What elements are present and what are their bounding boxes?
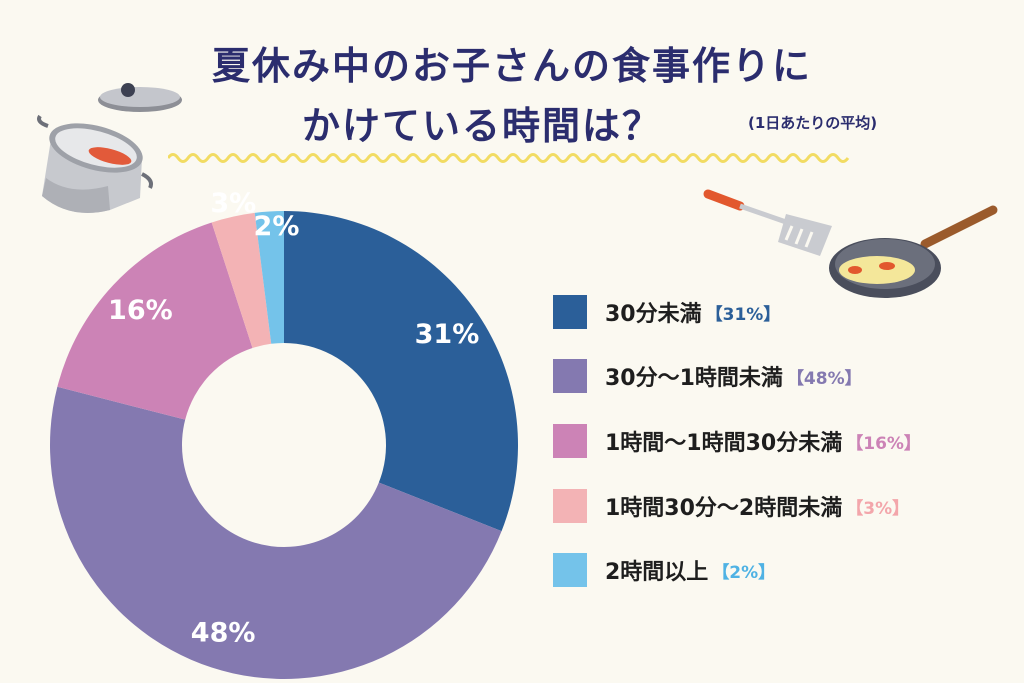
page-title: 夏休み中のお子さんの食事作りに かけている時間は？: [0, 36, 1024, 156]
title-subnote: (1日あたりの平均): [748, 114, 878, 132]
legend-percent: 【3%】: [846, 498, 910, 519]
legend-label: 1時間30分～2時間未満: [605, 496, 843, 521]
legend-swatch: [553, 553, 587, 587]
slice-label: 31%: [415, 319, 480, 350]
donut-slice: [211, 212, 272, 348]
legend-percent: 【48%】: [786, 368, 862, 389]
legend-percent: 【16%】: [846, 433, 921, 454]
legend-swatch: [553, 489, 587, 523]
donut-chart: 31% 48% 16% 3%2%: [49, 188, 518, 680]
frying-pan-icon: [829, 205, 998, 298]
donut-slice: [284, 211, 518, 532]
legend-item: 30分未満 【31%】: [553, 292, 780, 332]
legend-label: 30分未満: [605, 302, 702, 327]
legend-item: 30分～1時間未満 【48%】: [553, 356, 862, 396]
legend-percent: 【2%】: [712, 562, 776, 583]
legend-item: 1時間～1時間30分未満 【16%】: [553, 421, 921, 461]
legend-swatch: [553, 359, 587, 393]
legend-swatch: [553, 424, 587, 458]
slice-label: 16%: [108, 295, 173, 326]
donut-slice: [49, 386, 502, 680]
cooking-pot-icon: [37, 83, 182, 213]
donut-slice: [57, 222, 253, 420]
title-line-1: 夏休み中のお子さんの食事作りに: [211, 44, 812, 88]
legend-item: 1時間30分～2時間未満 【3%】: [553, 486, 909, 526]
legend-label: 2時間以上: [605, 560, 709, 585]
legend-label: 1時間～1時間30分未満: [605, 431, 843, 456]
legend-item: 2時間以上 【2%】: [553, 550, 775, 590]
legend-percent: 【31%】: [705, 304, 781, 325]
slice-label: 48%: [191, 617, 256, 648]
title-line-2: かけている時間は？: [301, 104, 662, 148]
spatula-icon: [703, 189, 832, 256]
legend-swatch: [553, 295, 587, 329]
slice-label: 3%: [210, 188, 256, 219]
wavy-divider: [168, 153, 850, 163]
donut-slice: [254, 211, 284, 344]
legend-label: 30分～1時間未満: [605, 366, 783, 391]
slice-label: 2%: [254, 211, 300, 242]
